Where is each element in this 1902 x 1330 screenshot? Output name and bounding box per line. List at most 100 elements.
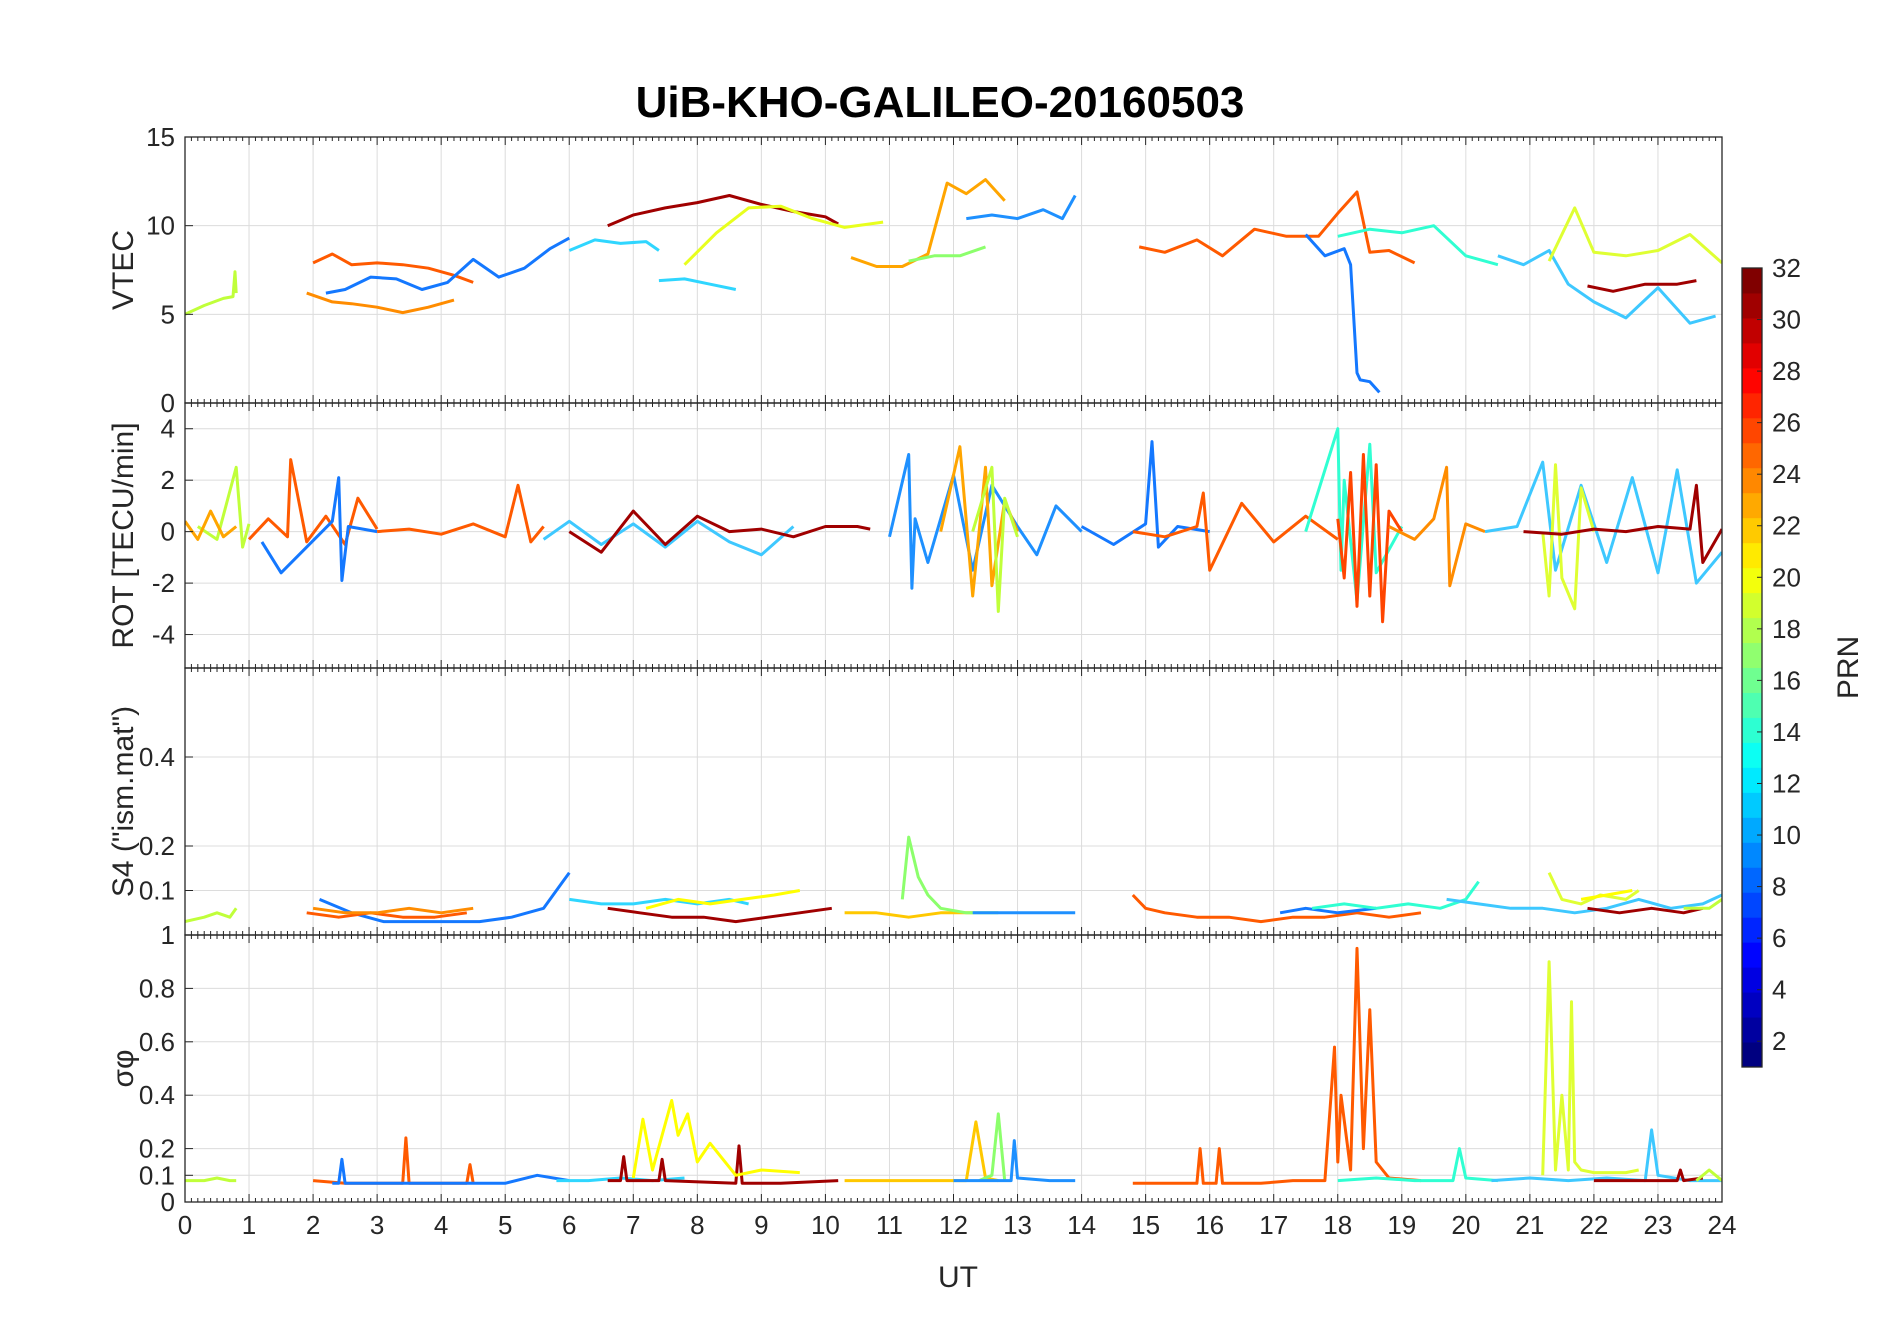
panel-4-grid <box>184 934 1723 1203</box>
colorbar-swatch <box>1742 467 1762 494</box>
series-line <box>185 1176 237 1183</box>
panel-2-series <box>185 427 1722 624</box>
colorbar-swatch <box>1742 867 1762 893</box>
series-line <box>325 236 571 295</box>
series-line <box>1080 440 1210 549</box>
y-tick-label: 4 <box>161 414 175 444</box>
series-line <box>312 252 474 284</box>
series-line <box>888 453 1083 590</box>
series-line <box>953 1139 1076 1183</box>
series-line <box>1337 1147 1499 1183</box>
series-line <box>332 1157 570 1185</box>
y-tick-label: 2 <box>161 465 175 495</box>
colorbar-tick-label: 14 <box>1772 717 1801 747</box>
series-line <box>1484 460 1722 585</box>
series-line <box>196 465 251 549</box>
chart-title: UiB-KHO-GALILEO-20160503 <box>636 78 1245 127</box>
colorbar-swatch <box>1742 742 1762 768</box>
panel-1-series <box>185 178 1722 394</box>
colorbar-tick-label: 32 <box>1772 253 1801 283</box>
colorbar-tick-label: 20 <box>1772 562 1801 592</box>
x-tick-label: 11 <box>876 1210 903 1240</box>
x-tick-label: 6 <box>562 1210 576 1240</box>
x-tick-label: 10 <box>811 1210 840 1240</box>
colorbar-frame <box>1741 267 1763 1068</box>
panel-3: 0.1 0.2 0.4S4 ("ism.mat") <box>107 667 1723 936</box>
colorbar-swatch <box>1742 542 1762 569</box>
series-line <box>607 194 839 228</box>
series-line <box>908 245 986 263</box>
series-line <box>185 270 238 316</box>
colorbar-swatch <box>1742 842 1762 868</box>
y-tick-label: 0 <box>161 388 175 418</box>
series-line <box>1541 960 1639 1176</box>
y-tick-label: 10 <box>146 211 175 241</box>
panel-4-series <box>185 946 1722 1185</box>
series-line <box>312 906 474 915</box>
series-line <box>966 194 1077 221</box>
y-tick-label: 0.8 <box>139 973 175 1003</box>
series-line <box>1497 249 1717 325</box>
series-line <box>1138 190 1416 265</box>
y-tick-label: 0.2 <box>139 831 175 861</box>
y-tick-label: 0.6 <box>139 1027 175 1057</box>
colorbar-swatch <box>1742 517 1762 544</box>
panel-3-series <box>185 835 1722 924</box>
series-line <box>1131 893 1422 924</box>
y-tick-label: 5 <box>161 299 175 329</box>
series-line <box>683 204 884 266</box>
colorbar-swatch <box>1742 392 1762 419</box>
y-tick-label: 0.4 <box>139 742 175 772</box>
series-line <box>1683 898 1722 910</box>
colorbar-tick-label: 26 <box>1772 408 1801 438</box>
series-line <box>247 458 379 546</box>
series-line <box>568 238 660 252</box>
series-line <box>1547 872 1640 906</box>
colorbar-tick-label: 4 <box>1772 975 1786 1005</box>
colorbar-swatch <box>1742 292 1762 319</box>
series-line <box>850 178 1006 268</box>
x-tick-label: 21 <box>1515 1210 1544 1240</box>
x-tick-label: 0 <box>178 1210 192 1240</box>
colorbar-swatch <box>1742 992 1762 1018</box>
y-axis-label: S4 ("ism.mat") <box>107 706 140 897</box>
y-tick-label: 0 <box>161 517 175 547</box>
series-line <box>939 445 1019 598</box>
x-tick-label: 9 <box>754 1210 768 1240</box>
y-tick-label: 0.2 <box>139 1134 175 1164</box>
colorbar-tick-label: 8 <box>1772 872 1786 902</box>
series-line <box>658 277 737 291</box>
series-line <box>260 476 378 582</box>
series-line <box>1587 906 1704 915</box>
series-line <box>1388 465 1486 588</box>
x-tick-label: 13 <box>1003 1210 1032 1240</box>
colorbar-swatch <box>1742 942 1762 968</box>
series-line <box>1446 893 1722 915</box>
series-line <box>971 465 1019 613</box>
x-tick-label: 12 <box>939 1210 968 1240</box>
y-tick-label: 0 <box>161 1187 175 1217</box>
y-axis-label: ROT [TECU/min] <box>107 422 140 648</box>
x-tick-label: 22 <box>1579 1210 1608 1240</box>
panel-1: 0 5 10 15 VTEC <box>107 122 1723 418</box>
series-line <box>645 889 801 910</box>
series-line <box>542 519 795 557</box>
series-line <box>376 483 545 544</box>
panel-1-grid <box>184 136 1723 404</box>
series-line <box>1304 233 1381 394</box>
colorbar-tick-label: 16 <box>1772 665 1801 695</box>
colorbar-tick-label: 24 <box>1772 459 1801 489</box>
x-tick-label: 15 <box>1131 1210 1160 1240</box>
colorbar-swatch <box>1742 342 1762 369</box>
series-line <box>1593 1168 1704 1183</box>
series-line <box>631 1099 800 1179</box>
colorbar-tick-label: 18 <box>1772 614 1801 644</box>
colorbar-swatch <box>1742 667 1762 693</box>
colorbar-swatch <box>1742 717 1762 743</box>
colorbar-swatch <box>1742 567 1762 594</box>
series-line <box>1547 206 1722 265</box>
colorbar-tick-label: 28 <box>1772 356 1801 386</box>
y-tick-label: -2 <box>152 568 175 598</box>
